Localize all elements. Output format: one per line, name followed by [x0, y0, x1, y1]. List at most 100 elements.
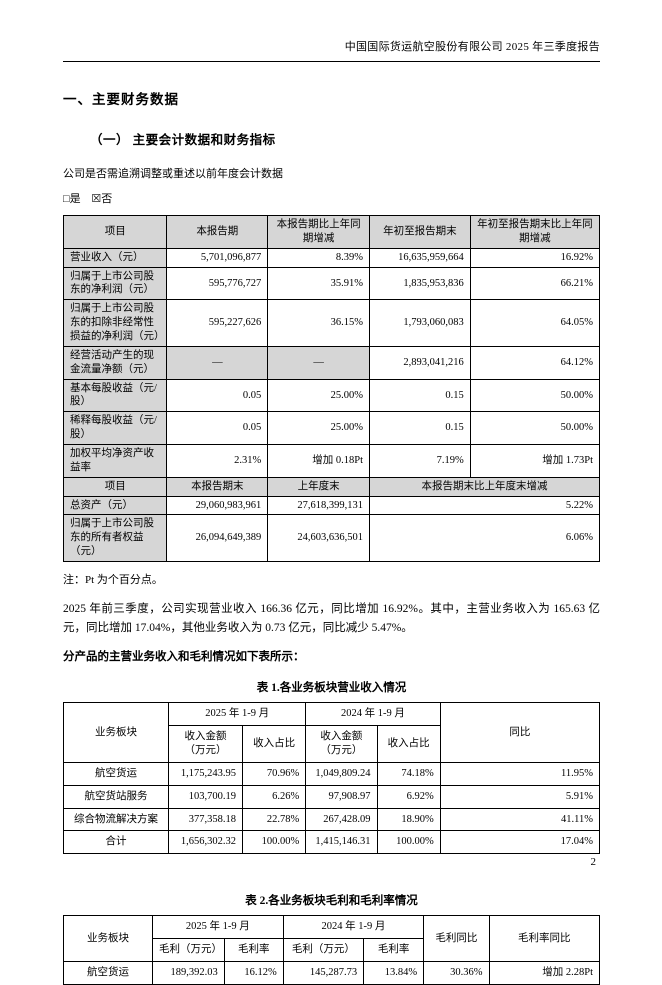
table-row: 航空货运 1,175,243.95 70.96% 1,049,809.24 74… — [62, 761, 601, 786]
table-row: 航空货站服务 103,700.19 6.26% 97,908.97 6.92% … — [62, 784, 601, 809]
subsection-title: （一） 主要会计数据和财务指标 — [90, 133, 276, 147]
cell-value: 5.91% — [439, 784, 601, 809]
col-header-current-change: 本报告期比上年同期增减 — [267, 215, 371, 249]
col-header-period-end-change: 本报告期末比上年度末增减 — [369, 476, 600, 497]
revenue-header-row-1: 业务板块 2025 年 1-9 月 2024 年 1-9 月 同比 — [62, 702, 601, 763]
col-subheader-margin-2025: 毛利率 — [223, 938, 284, 963]
cell-value: 24,603,636,501 — [267, 514, 371, 563]
document-header: 中国国际货运航空股份有限公司 2025 年三季度报告 — [63, 38, 600, 62]
cell-value: 1,175,243.95 — [168, 761, 243, 786]
cell-value: 6.26% — [241, 784, 307, 809]
row-label: 加权平均净资产收益率 — [62, 444, 168, 478]
cell-value: 16.92% — [469, 247, 601, 268]
col-header-item: 项目 — [62, 476, 168, 497]
col-subheader-amount-2025: 收入金额（万元） — [168, 725, 243, 763]
table-row: 归属于上市公司股东的净利润（元） 595,776,727 35.91% 1,83… — [62, 266, 601, 301]
key-financial-indicators-table: 项目 本报告期 本报告期比上年同期增减 年初至报告期末 年初至报告期末比上年同期… — [62, 215, 601, 563]
cell-value: 30.36% — [423, 961, 490, 985]
cell-value: 97,908.97 — [305, 784, 378, 809]
cell-value: 26,094,649,389 — [166, 514, 269, 563]
cell-value: 17.04% — [439, 830, 601, 855]
row-label: 航空货运 — [63, 961, 153, 985]
cell-value: 1,835,953,836 — [369, 266, 471, 301]
row-label: 稀释每股收益（元/股） — [62, 411, 168, 446]
cell-value: 70.96% — [241, 761, 307, 786]
table-row: 营业收入（元） 5,701,096,877 8.39% 16,635,959,6… — [62, 247, 601, 268]
restatement-answer-row: □是 ☒否 — [63, 190, 600, 206]
cell-value: 1,415,146.31 — [305, 830, 378, 855]
page-number: 2 — [590, 856, 597, 868]
col-header-ytd-change: 年初至报告期末比上年同期增减 — [469, 215, 601, 249]
row-label: 归属于上市公司股东的所有者权益（元） — [62, 514, 168, 563]
cell-value: 6.92% — [376, 784, 441, 809]
col-header-current-period: 本报告期 — [166, 215, 269, 249]
cell-value: 100.00% — [376, 830, 441, 855]
cell-value: 74.18% — [376, 761, 441, 786]
row-label: 归属于上市公司股东的净利润（元） — [62, 266, 168, 301]
row-label: 基本每股收益（元/股） — [62, 378, 168, 413]
col-header-ytd: 年初至报告期末 — [369, 215, 471, 249]
table-row-total: 合计 1,656,302.32 100.00% 1,415,146.31 100… — [62, 830, 601, 855]
cell-value: 0.15 — [369, 411, 471, 446]
summary-paragraph: 2025 年前三季度，公司实现营业收入 166.36 亿元，同比增加 16.92… — [63, 603, 600, 634]
cell-value: 50.00% — [469, 411, 601, 446]
col-header-prev-year-end: 上年度末 — [267, 476, 371, 497]
col-header-yoy: 同比 — [439, 702, 601, 763]
col-header-2024: 2024 年 1-9 月 — [282, 915, 425, 940]
document-header-title: 中国国际货运航空股份有限公司 2025 年三季度报告 — [344, 41, 600, 53]
cell-value: 6.06% — [369, 514, 600, 563]
row-label: 合计 — [62, 830, 170, 855]
cell-value: 25.00% — [267, 411, 371, 446]
financial-header-row-2: 项目 本报告期末 上年度末 本报告期末比上年度末增减 — [62, 476, 600, 497]
cell-value: 1,656,302.32 — [168, 830, 243, 855]
col-header-business: 业务板块 — [62, 702, 170, 763]
table-row: 航空货运 189,392.03 16.12% 145,287.73 13.84%… — [63, 961, 601, 985]
cell-value: 36.15% — [267, 299, 371, 347]
cell-value: 189,392.03 — [151, 961, 225, 985]
revenue-header-row-2: 收入金额（万元） 收入占比 收入金额（万元） 收入占比 — [64, 725, 600, 763]
margin-by-segment-table: 业务板块 2025 年 1-9 月 2024 年 1-9 月 毛利同比 毛利率同… — [63, 915, 601, 985]
cell-value: 2,893,041,216 — [369, 345, 471, 380]
products-intro: 分产品的主营业务收入和毛利情况如下表所示： — [63, 651, 305, 664]
col-header-2024: 2024 年 1-9 月 — [305, 702, 441, 727]
col-subheader-amount-2024: 收入金额（万元） — [305, 725, 378, 763]
cell-value: 13.84% — [363, 961, 425, 985]
cell-value-na: — — [267, 345, 371, 380]
section-title: 一、主要财务数据 — [63, 92, 179, 107]
table-row: 总资产（元） 29,060,983,961 27,618,399,131 5.2… — [62, 495, 600, 516]
col-subheader-share-2025: 收入占比 — [241, 725, 307, 763]
col-header-item: 项目 — [62, 215, 168, 249]
cell-value: 377,358.18 — [168, 807, 243, 832]
cell-value: 增加 2.28Pt — [488, 961, 601, 985]
table-row: 归属于上市公司股东的扣除非经常性损益的净利润（元） 595,227,626 36… — [62, 299, 601, 347]
cell-value: 100.00% — [241, 830, 307, 855]
cell-value: 267,428.09 — [305, 807, 378, 832]
cell-value: 增加 1.73Pt — [469, 444, 601, 478]
cell-value: 66.21% — [469, 266, 601, 301]
cell-value: 64.05% — [469, 299, 601, 347]
row-label: 营业收入（元） — [62, 247, 168, 268]
table2-title: 表 2.各业务板块毛利和毛利率情况 — [245, 895, 418, 908]
cell-value: 64.12% — [469, 345, 601, 380]
row-label: 航空货运 — [62, 761, 170, 786]
cell-value: 22.78% — [241, 807, 307, 832]
col-subheader-profit-2025: 毛利（万元） — [151, 938, 225, 963]
col-header-2025: 2025 年 1-9 月 — [151, 915, 284, 940]
col-subheader-share-2024: 收入占比 — [376, 725, 441, 763]
table-row: 加权平均净资产收益率 2.31% 增加 0.18Pt 7.19% 增加 1.73… — [62, 444, 601, 478]
cell-value: 7.19% — [369, 444, 471, 478]
table-row: 经营活动产生的现金流量净额（元） — — 2,893,041,216 64.12… — [62, 345, 601, 380]
cell-value: 29,060,983,961 — [166, 495, 269, 516]
col-header-business: 业务板块 — [63, 915, 153, 963]
checkbox-no-checked: ☒否 — [91, 193, 113, 205]
cell-value: 16.12% — [223, 961, 284, 985]
table-row: 基本每股收益（元/股） 0.05 25.00% 0.15 50.00% — [62, 378, 601, 413]
financial-header-row: 项目 本报告期 本报告期比上年同期增减 年初至报告期末 年初至报告期末比上年同期… — [62, 215, 601, 249]
cell-value: 0.05 — [166, 378, 269, 413]
cell-value: 增加 0.18Pt — [267, 444, 371, 478]
cell-value: 35.91% — [267, 266, 371, 301]
cell-value: 0.15 — [369, 378, 471, 413]
col-header-2025: 2025 年 1-9 月 — [168, 702, 307, 727]
checkbox-yes: □是 — [63, 193, 81, 205]
